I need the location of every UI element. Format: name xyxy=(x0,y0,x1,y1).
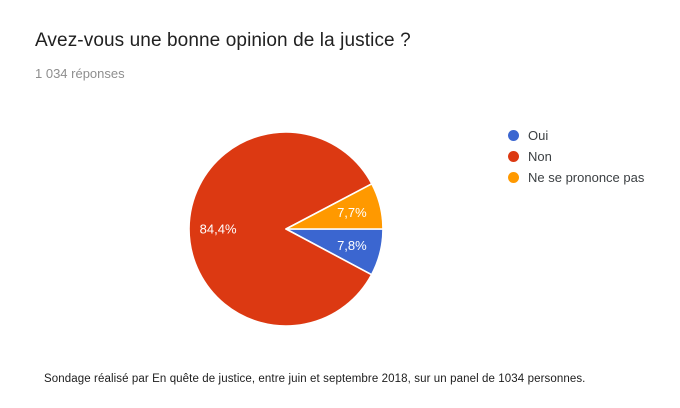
legend-color-dot-oui xyxy=(508,130,519,141)
pie-slice-value-ne-se-prononce-pas: 7,7% xyxy=(337,205,367,220)
pie-slice-ne-se-prononce-pas[interactable] xyxy=(285,183,384,230)
legend-label-oui: Oui xyxy=(528,128,549,143)
legend-color-dot-ne-se-prononce-pas xyxy=(508,172,519,183)
legend-color-dot-non xyxy=(508,151,519,162)
chart-legend: Oui Non Ne se prononce pas xyxy=(508,125,644,188)
legend-item-oui: Oui xyxy=(508,125,644,146)
pie-slice-non[interactable] xyxy=(188,131,373,327)
responses-count: 1 034 réponses xyxy=(35,66,125,81)
legend-item-non: Non xyxy=(508,146,644,167)
question-title: Avez-vous une bonne opinion de la justic… xyxy=(35,30,411,51)
legend-item-ne-se-prononce-pas: Ne se prononce pas xyxy=(508,167,644,188)
legend-label-non: Non xyxy=(528,149,552,164)
pie-slice-value-oui: 7,8% xyxy=(337,238,367,253)
pie-slice-value-non: 84,4% xyxy=(200,221,237,236)
survey-caption: Sondage réalisé par En quête de justice,… xyxy=(44,373,586,385)
legend-label-ne-se-prononce-pas: Ne se prononce pas xyxy=(528,170,645,185)
